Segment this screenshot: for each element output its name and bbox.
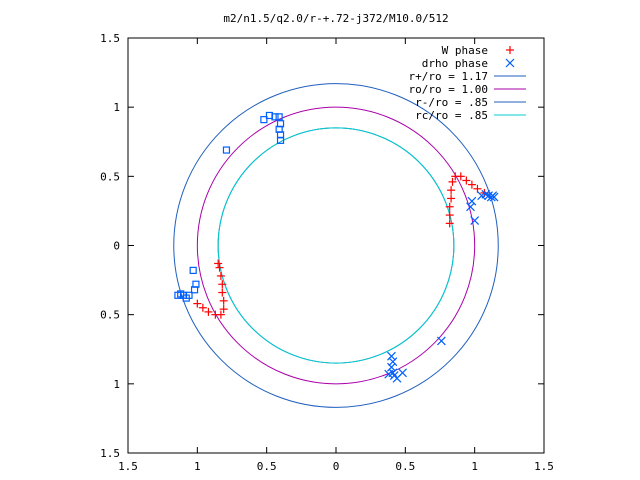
y-tick-label: 1.5 — [100, 32, 120, 45]
point-plus — [214, 259, 223, 268]
point-plus — [193, 299, 202, 308]
point-plus — [218, 288, 227, 297]
point-square — [174, 291, 182, 299]
point-cross — [387, 362, 396, 372]
legend-label: ro/ro = 1.00 — [409, 83, 488, 96]
point-square — [182, 294, 190, 302]
x-tick-label: 0.5 — [395, 460, 415, 473]
point-plus — [218, 280, 227, 289]
point-cross — [470, 216, 480, 226]
x-tick-label: 1.5 — [118, 460, 138, 473]
radius-circle — [173, 83, 499, 408]
point-plus — [216, 271, 225, 280]
y-tick-label: 0.5 — [100, 170, 120, 183]
point-cross — [489, 192, 499, 202]
point-plus — [462, 176, 471, 185]
y-tick-label: 1.5 — [100, 447, 120, 460]
y-tick-label: 0.5 — [100, 309, 120, 322]
x-tick-label: 1.5 — [534, 460, 554, 473]
point-plus — [445, 211, 454, 220]
point-square — [222, 146, 231, 154]
legend-label: r-/ro = .85 — [415, 96, 488, 109]
point-square — [260, 116, 268, 124]
point-square — [192, 280, 200, 288]
y-tick-label: 0 — [113, 240, 120, 253]
point-plus — [204, 307, 213, 316]
point-plus — [216, 310, 225, 319]
point-cross — [505, 58, 515, 68]
point-plus — [467, 180, 476, 189]
radius-circle — [196, 106, 476, 385]
x-tick-label: 1 — [194, 460, 201, 473]
point-plus — [473, 184, 482, 193]
point-cross — [466, 202, 475, 212]
legend-label: r+/ro = 1.17 — [409, 70, 488, 83]
point-plus — [215, 263, 224, 272]
legend-label: W phase — [442, 44, 488, 57]
point-plus — [445, 219, 454, 228]
point-square — [265, 111, 274, 120]
radius-circle — [217, 127, 455, 364]
legend-label: rc/ro = .85 — [415, 109, 488, 122]
point-plus — [447, 186, 456, 195]
point-plus — [506, 46, 514, 54]
x-tick-label: 1 — [471, 460, 478, 473]
x-tick-label: 0 — [333, 460, 340, 473]
point-cross — [481, 189, 491, 199]
chart-title: m2/n1.5/q2.0/r-+.72-j372/M10.0/512 — [223, 12, 448, 25]
point-cross — [384, 369, 394, 379]
point-cross — [387, 351, 396, 361]
point-cross — [484, 191, 493, 201]
legend-label: drho phase — [422, 57, 488, 70]
point-square — [189, 266, 197, 274]
point-plus — [219, 296, 228, 305]
point-cross — [467, 196, 477, 206]
point-cross — [398, 368, 407, 378]
point-plus — [219, 305, 228, 314]
point-plus — [445, 202, 454, 211]
point-plus — [448, 177, 457, 186]
point-cross — [436, 336, 446, 346]
point-square — [275, 113, 283, 121]
point-plus — [456, 172, 465, 181]
point-plus — [447, 194, 456, 203]
radius-circle — [217, 127, 455, 364]
point-cross — [388, 357, 398, 367]
axis-ticks: 1.5 1 0.5 0 0.5 1 1.51.510.500.511.5 — [100, 32, 554, 473]
x-tick-label: 0.5 — [257, 460, 277, 473]
data-points — [174, 111, 499, 383]
point-square — [276, 136, 285, 144]
y-tick-label: 1 — [113, 378, 120, 391]
radius-circles — [173, 83, 499, 408]
point-plus — [198, 303, 207, 312]
y-tick-label: 1 — [113, 101, 120, 114]
